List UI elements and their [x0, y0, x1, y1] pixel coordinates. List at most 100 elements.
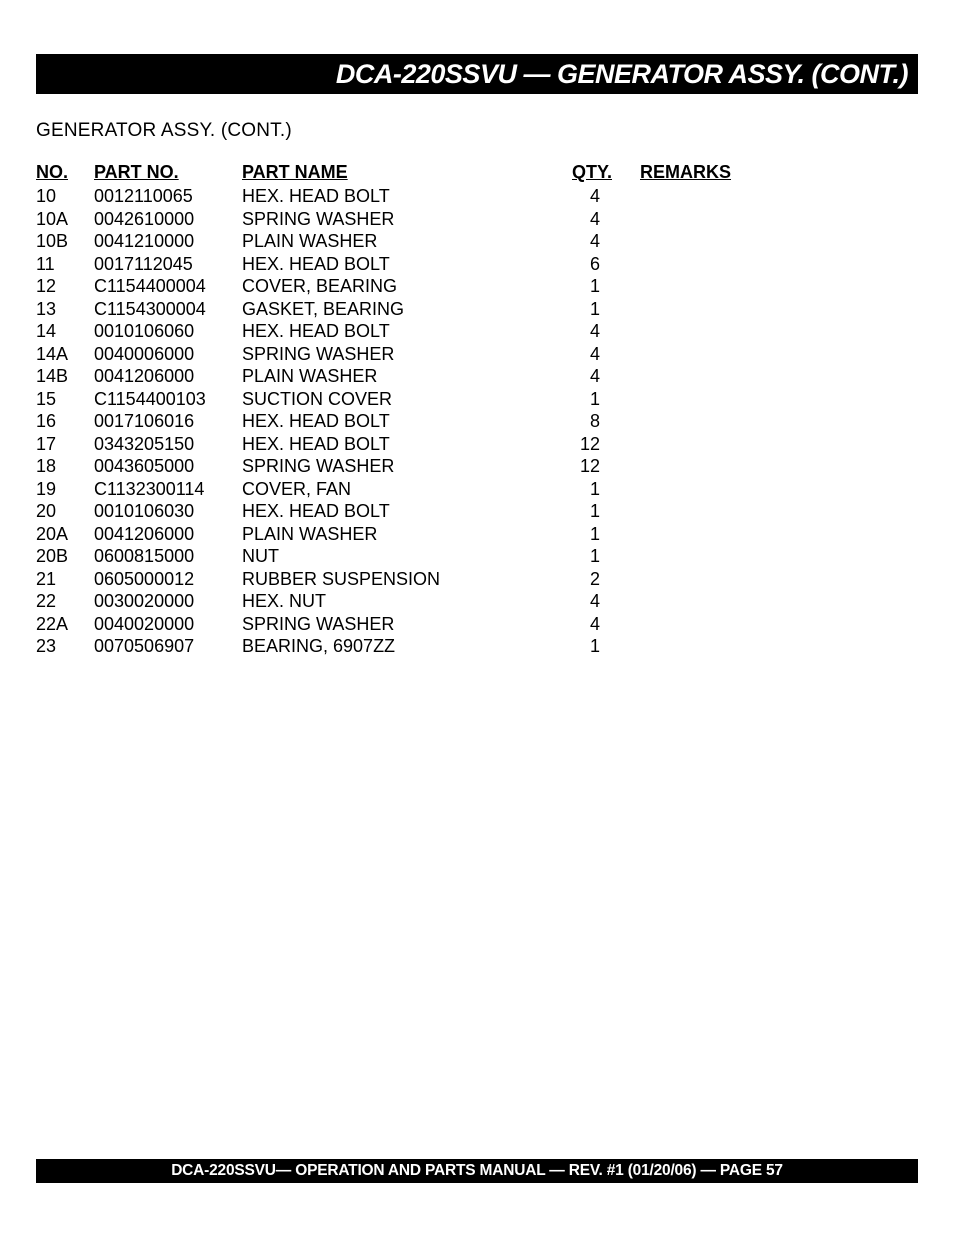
section-subtitle: GENERATOR ASSY. (CONT.) — [36, 120, 918, 142]
cell-remarks — [640, 320, 918, 343]
cell-part-name: RUBBER SUSPENSION — [242, 568, 572, 591]
cell-remarks — [640, 545, 918, 568]
cell-part-name: GASKET, BEARING — [242, 298, 572, 321]
cell-part-name: HEX. HEAD BOLT — [242, 410, 572, 433]
table-row: 230070506907BEARING, 6907ZZ1 — [36, 635, 918, 658]
cell-part-no: 0600815000 — [94, 545, 242, 568]
cell-no: 22 — [36, 590, 94, 613]
cell-no: 10 — [36, 185, 94, 208]
col-header-qty: QTY. — [572, 162, 640, 185]
table-row: 14A0040006000SPRING WASHER4 — [36, 343, 918, 366]
cell-qty: 4 — [572, 185, 640, 208]
cell-remarks — [640, 298, 918, 321]
cell-no: 14A — [36, 343, 94, 366]
cell-no: 21 — [36, 568, 94, 591]
cell-part-no: 0010106060 — [94, 320, 242, 343]
table-row: 200010106030HEX. HEAD BOLT1 — [36, 500, 918, 523]
cell-no: 10A — [36, 208, 94, 231]
table-row: 19C1132300114COVER, FAN1 — [36, 478, 918, 501]
cell-qty: 1 — [572, 545, 640, 568]
cell-remarks — [640, 568, 918, 591]
cell-remarks — [640, 185, 918, 208]
cell-part-no: C1132300114 — [94, 478, 242, 501]
cell-remarks — [640, 388, 918, 411]
table-row: 10A0042610000SPRING WASHER4 — [36, 208, 918, 231]
col-header-remarks: REMARKS — [640, 162, 918, 185]
cell-part-no: 0040006000 — [94, 343, 242, 366]
table-row: 140010106060HEX. HEAD BOLT4 — [36, 320, 918, 343]
cell-remarks — [640, 365, 918, 388]
cell-part-name: HEX. NUT — [242, 590, 572, 613]
cell-qty: 1 — [572, 388, 640, 411]
page-title: DCA-220SSVU — GENERATOR ASSY. (CONT.) — [336, 59, 908, 90]
col-header-part-name: PART NAME — [242, 162, 572, 185]
cell-qty: 8 — [572, 410, 640, 433]
col-header-part-no: PART NO. — [94, 162, 242, 185]
table-row: 20A0041206000PLAIN WASHER1 — [36, 523, 918, 546]
cell-part-name: HEX. HEAD BOLT — [242, 320, 572, 343]
cell-no: 18 — [36, 455, 94, 478]
table-row: 10B0041210000PLAIN WASHER4 — [36, 230, 918, 253]
cell-part-name: HEX. HEAD BOLT — [242, 185, 572, 208]
cell-part-name: PLAIN WASHER — [242, 523, 572, 546]
cell-qty: 1 — [572, 635, 640, 658]
cell-qty: 2 — [572, 568, 640, 591]
cell-remarks — [640, 253, 918, 276]
table-row: 110017112045HEX. HEAD BOLT6 — [36, 253, 918, 276]
col-header-no: NO. — [36, 162, 94, 185]
cell-no: 20B — [36, 545, 94, 568]
cell-remarks — [640, 275, 918, 298]
cell-part-name: SPRING WASHER — [242, 613, 572, 636]
cell-remarks — [640, 433, 918, 456]
cell-part-no: 0017112045 — [94, 253, 242, 276]
table-row: 220030020000HEX. NUT4 — [36, 590, 918, 613]
footer-bar: DCA-220SSVU— OPERATION AND PARTS MANUAL … — [36, 1159, 918, 1183]
cell-qty: 1 — [572, 478, 640, 501]
cell-qty: 4 — [572, 230, 640, 253]
cell-no: 20A — [36, 523, 94, 546]
cell-remarks — [640, 523, 918, 546]
cell-part-name: NUT — [242, 545, 572, 568]
cell-qty: 4 — [572, 365, 640, 388]
cell-no: 12 — [36, 275, 94, 298]
cell-part-name: HEX. HEAD BOLT — [242, 433, 572, 456]
cell-qty: 4 — [572, 208, 640, 231]
table-row: 14B0041206000PLAIN WASHER4 — [36, 365, 918, 388]
cell-no: 20 — [36, 500, 94, 523]
cell-no: 14 — [36, 320, 94, 343]
cell-remarks — [640, 590, 918, 613]
cell-qty: 1 — [572, 500, 640, 523]
cell-remarks — [640, 343, 918, 366]
cell-qty: 12 — [572, 455, 640, 478]
cell-qty: 4 — [572, 613, 640, 636]
cell-no: 23 — [36, 635, 94, 658]
table-row: 100012110065HEX. HEAD BOLT4 — [36, 185, 918, 208]
cell-part-no: C1154300004 — [94, 298, 242, 321]
cell-part-no: 0041206000 — [94, 523, 242, 546]
cell-remarks — [640, 500, 918, 523]
cell-part-no: C1154400103 — [94, 388, 242, 411]
cell-part-no: 0042610000 — [94, 208, 242, 231]
cell-part-no: 0012110065 — [94, 185, 242, 208]
table-row: 160017106016HEX. HEAD BOLT8 — [36, 410, 918, 433]
cell-no: 16 — [36, 410, 94, 433]
table-row: 210605000012RUBBER SUSPENSION2 — [36, 568, 918, 591]
cell-remarks — [640, 613, 918, 636]
footer-text: DCA-220SSVU— OPERATION AND PARTS MANUAL … — [171, 1162, 783, 1180]
cell-part-no: 0043605000 — [94, 455, 242, 478]
cell-qty: 1 — [572, 523, 640, 546]
cell-part-no: 0030020000 — [94, 590, 242, 613]
table-header-row: NO. PART NO. PART NAME QTY. REMARKS — [36, 162, 918, 185]
cell-remarks — [640, 230, 918, 253]
cell-qty: 12 — [572, 433, 640, 456]
cell-part-no: 0041206000 — [94, 365, 242, 388]
table-row: 15C1154400103SUCTION COVER1 — [36, 388, 918, 411]
cell-part-name: BEARING, 6907ZZ — [242, 635, 572, 658]
table-row: 22A0040020000SPRING WASHER4 — [36, 613, 918, 636]
cell-part-name: PLAIN WASHER — [242, 365, 572, 388]
cell-part-no: 0017106016 — [94, 410, 242, 433]
cell-qty: 1 — [572, 275, 640, 298]
cell-part-no: 0343205150 — [94, 433, 242, 456]
cell-no: 14B — [36, 365, 94, 388]
parts-table: NO. PART NO. PART NAME QTY. REMARKS 1000… — [36, 162, 918, 658]
